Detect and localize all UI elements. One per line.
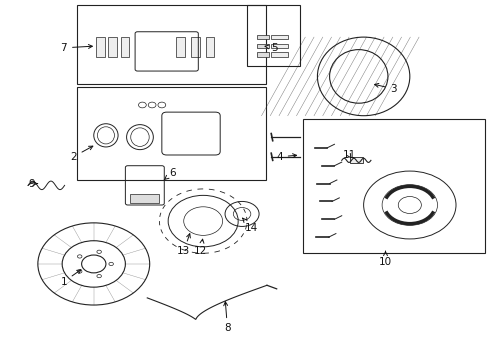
Text: 8: 8	[224, 302, 230, 333]
Text: 12: 12	[194, 239, 207, 256]
Bar	[256, 44, 268, 48]
Text: 9: 9	[28, 179, 38, 189]
Bar	[246, 5, 300, 66]
Bar	[256, 53, 268, 57]
Bar	[205, 37, 214, 57]
Bar	[176, 37, 185, 57]
Bar	[77, 87, 266, 180]
Bar	[77, 5, 266, 84]
Bar	[302, 119, 484, 253]
Bar	[191, 37, 200, 57]
Bar	[108, 37, 117, 57]
Text: 13: 13	[177, 234, 190, 256]
Text: 6: 6	[164, 168, 175, 180]
Text: 3: 3	[374, 84, 396, 94]
Text: 5: 5	[264, 43, 277, 53]
Text: 10: 10	[378, 251, 391, 267]
Bar	[271, 35, 287, 39]
Bar	[96, 37, 105, 57]
Bar	[120, 37, 129, 57]
Bar	[130, 194, 159, 203]
Text: 14: 14	[242, 218, 258, 233]
Text: 2: 2	[70, 146, 93, 162]
Bar	[350, 157, 362, 163]
Bar	[271, 53, 287, 57]
Text: 11: 11	[342, 150, 355, 160]
Text: 4: 4	[276, 152, 296, 162]
Bar	[271, 44, 287, 48]
Text: 7: 7	[61, 43, 92, 53]
Bar	[256, 35, 268, 39]
Text: 1: 1	[61, 270, 81, 287]
